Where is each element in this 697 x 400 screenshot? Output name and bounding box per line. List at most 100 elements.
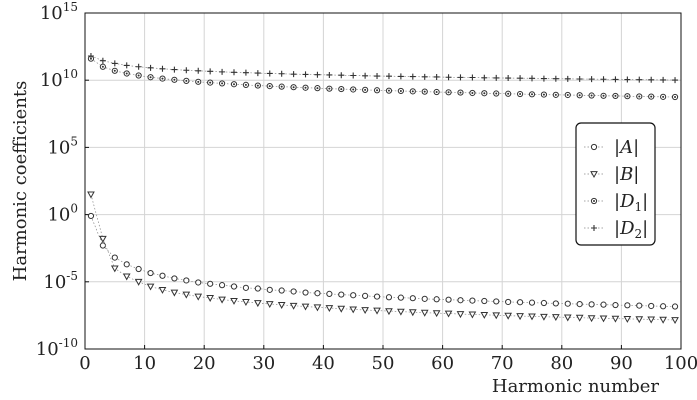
data-point <box>624 76 631 83</box>
legend-label: |A| <box>614 137 639 158</box>
data-point <box>481 90 488 97</box>
data-point <box>421 295 428 302</box>
data-point <box>385 294 393 301</box>
data-point <box>612 76 619 83</box>
series-4 <box>87 53 679 84</box>
data-point <box>242 284 250 291</box>
data-point <box>134 278 143 286</box>
data-point <box>183 67 190 74</box>
data-point <box>195 279 202 286</box>
data-point <box>183 277 190 284</box>
data-point <box>135 265 142 273</box>
data-point <box>397 308 405 316</box>
y-tick-label: 10-5 <box>43 269 78 293</box>
data-point <box>194 293 203 301</box>
data-point <box>516 90 524 98</box>
y-tick-label: 1015 <box>40 0 78 24</box>
legend-marker <box>590 171 598 179</box>
data-point <box>254 285 261 292</box>
data-series <box>87 53 679 324</box>
data-point <box>493 74 500 81</box>
data-point <box>361 307 369 315</box>
data-point <box>313 304 322 312</box>
data-point <box>265 301 274 309</box>
data-point <box>563 314 572 322</box>
data-point <box>373 293 381 300</box>
legend: |A| |B| |D1| |D2| <box>575 122 656 246</box>
data-point <box>576 75 583 82</box>
data-point <box>505 90 512 97</box>
data-point <box>147 269 154 277</box>
data-point <box>230 297 238 305</box>
data-point <box>99 63 106 70</box>
data-point <box>373 87 381 94</box>
x-axis-label: Harmonic number <box>492 376 660 397</box>
data-point <box>660 76 667 83</box>
data-point <box>540 91 548 98</box>
series-3 <box>87 55 679 101</box>
data-point <box>338 85 345 93</box>
data-point <box>636 76 643 83</box>
data-point <box>552 91 559 98</box>
data-point <box>231 69 237 76</box>
x-tick-label: 70 <box>491 353 514 374</box>
data-point <box>552 300 559 307</box>
data-point <box>635 316 644 324</box>
data-point <box>564 91 571 99</box>
legend-item: |B| <box>584 164 639 185</box>
data-point <box>528 313 536 321</box>
data-point <box>123 70 130 77</box>
data-point <box>457 74 464 81</box>
data-point <box>314 71 321 78</box>
data-point <box>505 75 512 82</box>
data-point <box>195 78 202 85</box>
data-point <box>457 297 464 304</box>
data-point <box>373 307 381 315</box>
x-tick-label: 60 <box>431 353 454 374</box>
data-point <box>468 311 477 319</box>
data-point <box>540 75 547 82</box>
data-point <box>99 242 106 249</box>
data-point <box>457 89 464 96</box>
data-point <box>576 301 583 308</box>
x-tick-label: 0 <box>79 353 90 374</box>
data-point <box>612 301 619 309</box>
data-point <box>433 73 440 80</box>
data-point <box>326 71 333 78</box>
legend-box <box>575 122 656 246</box>
data-point <box>660 303 667 310</box>
data-point <box>481 74 488 81</box>
data-point <box>564 300 571 307</box>
y-tick-label: 105 <box>47 134 78 158</box>
data-point <box>147 74 154 81</box>
data-point <box>338 291 345 298</box>
data-point <box>87 191 95 199</box>
x-tick-label: 80 <box>550 353 573 374</box>
data-point <box>516 313 524 321</box>
data-point <box>207 280 214 287</box>
y-tick-label: 10-10 <box>36 336 78 360</box>
data-point <box>87 212 95 220</box>
data-point <box>397 294 404 301</box>
data-point <box>99 57 106 64</box>
legend-item: |D2| <box>584 218 648 241</box>
data-point <box>433 296 440 303</box>
data-point <box>254 70 261 77</box>
x-tick-label: 90 <box>610 353 633 374</box>
data-point <box>623 315 632 323</box>
data-point <box>218 80 226 87</box>
x-tick-label: 20 <box>193 353 216 374</box>
data-point <box>337 305 346 313</box>
data-point <box>171 275 178 282</box>
data-point <box>171 66 178 73</box>
data-point <box>349 306 358 314</box>
data-point <box>183 77 190 84</box>
series-2 <box>87 191 679 324</box>
data-point <box>374 73 381 80</box>
data-point <box>159 75 166 82</box>
data-point <box>207 79 214 86</box>
data-point <box>135 63 142 70</box>
data-point <box>242 81 250 89</box>
data-point <box>362 72 369 79</box>
data-point <box>469 297 476 304</box>
